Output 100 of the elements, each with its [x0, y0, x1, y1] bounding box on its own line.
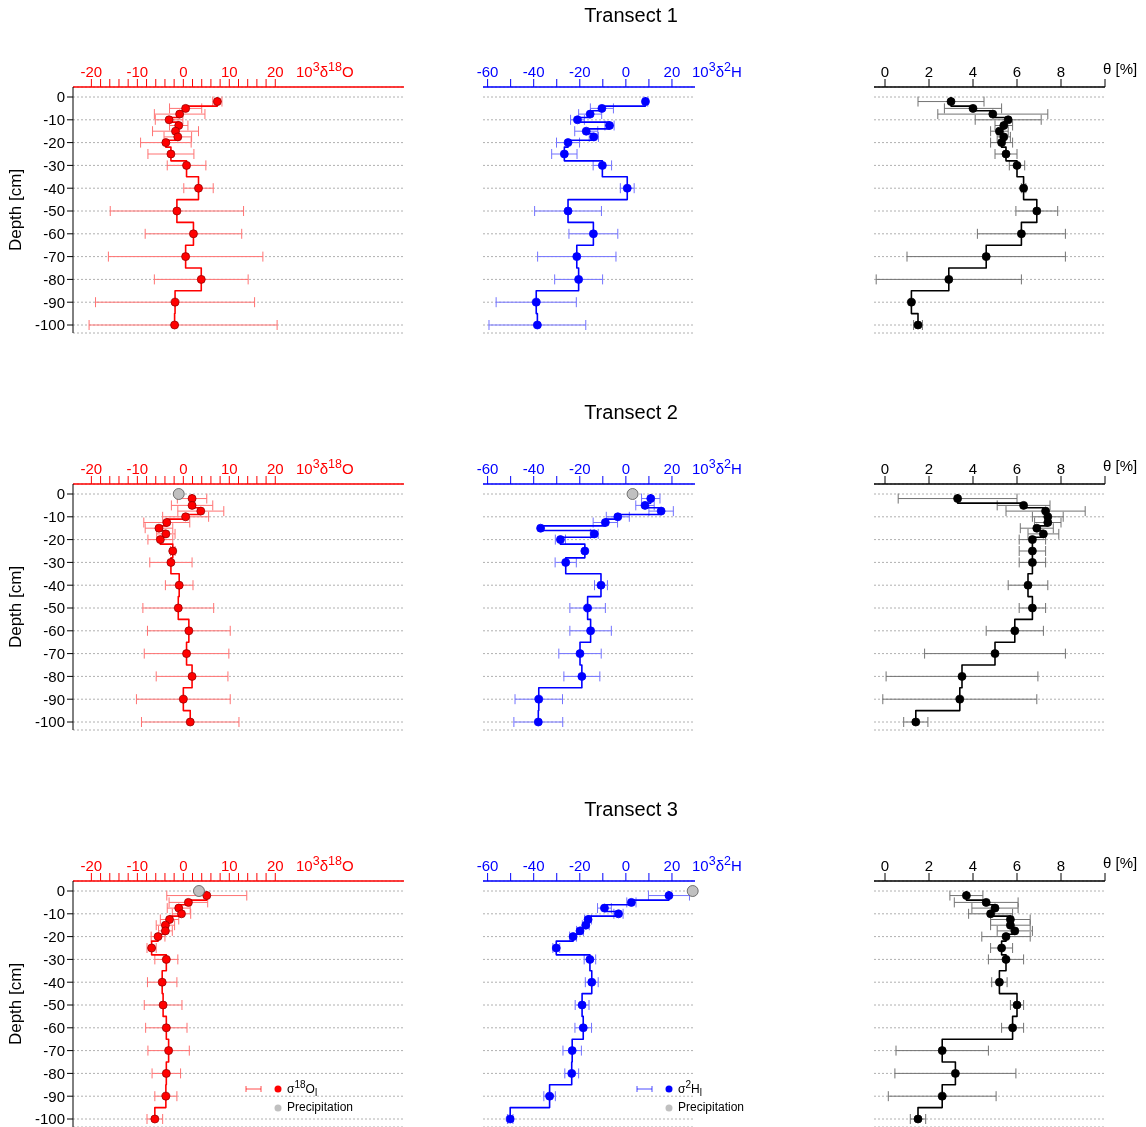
- point: [534, 694, 544, 704]
- point: [182, 649, 191, 658]
- point: [187, 501, 197, 510]
- point: [1028, 535, 1037, 544]
- point: [166, 558, 176, 567]
- point: [907, 297, 916, 307]
- point: [686, 885, 699, 897]
- point: [181, 512, 191, 522]
- x-tick-label: 0: [621, 460, 631, 477]
- point: [588, 229, 598, 239]
- point: [962, 891, 971, 900]
- y-tick-label: -30: [43, 553, 65, 571]
- point: [1023, 580, 1033, 590]
- point: [158, 1000, 168, 1010]
- point: [173, 603, 183, 613]
- y-tick-label: -30: [43, 156, 65, 174]
- x-axis-title: 10$^{3}$δ$^{2}$H: [692, 854, 742, 874]
- point: [567, 1046, 577, 1055]
- legend-label: Precipitation: [287, 1100, 354, 1116]
- point: [161, 955, 171, 964]
- point: [937, 1046, 947, 1055]
- x-tick-label: 20: [663, 63, 681, 80]
- x-tick-label: 2: [924, 857, 934, 874]
- point: [656, 506, 666, 516]
- point: [597, 104, 607, 113]
- point: [181, 104, 191, 113]
- x-axis-title: 10$^{3}$δ$^{18}$O: [296, 60, 354, 80]
- point: [597, 161, 607, 170]
- y-tick-label: -100: [34, 713, 65, 731]
- x-tick-label: -40: [522, 63, 545, 80]
- point: [951, 1069, 960, 1078]
- x-tick-label: 4: [968, 857, 978, 874]
- point: [187, 672, 197, 681]
- y-axis-title: Depth [cm]: [6, 168, 26, 252]
- point: [981, 898, 991, 907]
- point: [646, 494, 656, 503]
- point: [561, 558, 571, 567]
- x-tick-label: 4: [968, 63, 978, 80]
- chart-title: Transect 1: [583, 4, 679, 27]
- point: [161, 1023, 171, 1033]
- chart-title: Transect 2: [583, 401, 679, 424]
- y-tick-label: -40: [43, 576, 65, 594]
- x-tick-label: 20: [266, 63, 284, 80]
- x-tick-label: 2: [924, 460, 934, 477]
- point: [944, 275, 954, 284]
- x-tick-label: 20: [663, 460, 681, 477]
- point: [613, 512, 623, 522]
- chart-title: Transect 3: [583, 798, 679, 821]
- x-axis-title: θ [%]: [1103, 457, 1138, 474]
- y-tick-label: -70: [43, 247, 65, 265]
- point: [533, 717, 543, 727]
- y-tick-label: -20: [43, 927, 65, 945]
- x-tick-label: -20: [568, 460, 591, 477]
- legend-label: σ$^{18}$O$_{l}$: [287, 1078, 318, 1101]
- x-tick-label: 0: [179, 63, 188, 80]
- x-tick-label: 8: [1056, 460, 1066, 477]
- point: [1039, 529, 1048, 539]
- point: [957, 672, 967, 681]
- x-tick-label: 10: [220, 63, 238, 80]
- y-tick-label: -10: [43, 905, 65, 923]
- x-axis-title: 10$^{3}$δ$^{2}$H: [692, 60, 742, 80]
- y-tick-label: -60: [43, 1019, 65, 1037]
- y-tick-label: -70: [43, 644, 65, 662]
- point: [193, 885, 205, 897]
- x-tick-label: -40: [522, 857, 545, 874]
- point: [600, 518, 610, 527]
- point: [585, 109, 595, 119]
- point: [172, 488, 185, 500]
- point: [988, 109, 998, 119]
- point: [161, 138, 171, 147]
- point: [1043, 518, 1053, 527]
- x-tick-label: 0: [179, 460, 188, 477]
- point: [580, 546, 590, 556]
- x-tick-label: 0: [621, 857, 631, 874]
- y-tick-label: 0: [56, 485, 65, 503]
- point: [1012, 161, 1022, 170]
- point: [175, 109, 185, 119]
- point: [196, 275, 206, 284]
- y-tick-label: -10: [43, 111, 65, 129]
- point: [577, 672, 587, 681]
- point: [189, 229, 198, 239]
- point: [953, 494, 962, 503]
- point: [157, 977, 167, 987]
- point: [583, 603, 593, 613]
- point: [536, 523, 546, 533]
- x-tick-label: 8: [1056, 63, 1066, 80]
- point: [911, 717, 921, 727]
- point: [161, 1069, 171, 1078]
- x-tick-label: -40: [522, 460, 545, 477]
- x-tick-label: 6: [1012, 63, 1022, 80]
- point: [1008, 1023, 1017, 1033]
- y-axis-title: Depth [cm]: [6, 565, 26, 649]
- point: [183, 898, 193, 907]
- x-tick-label: 4: [968, 460, 978, 477]
- x-axis-title: 10$^{3}$δ$^{2}$H: [692, 457, 742, 477]
- y-tick-label: 0: [56, 88, 65, 106]
- y-tick-label: -60: [43, 622, 65, 640]
- point: [572, 252, 582, 261]
- point: [161, 529, 171, 539]
- point: [196, 506, 206, 516]
